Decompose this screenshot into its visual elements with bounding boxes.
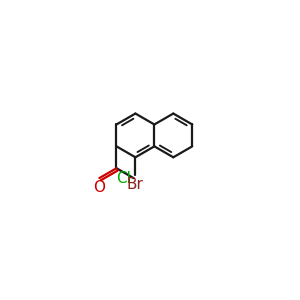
- Text: Cl: Cl: [116, 171, 130, 186]
- Text: Br: Br: [127, 177, 144, 192]
- Text: O: O: [93, 179, 105, 194]
